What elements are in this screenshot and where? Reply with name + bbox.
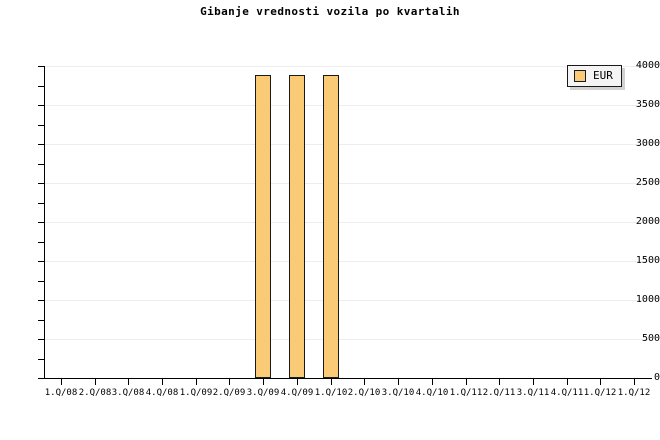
y-axis-tick-label: 3500: [635, 99, 660, 110]
y-axis-tick: [38, 144, 45, 145]
y-axis-tick: [38, 261, 45, 262]
x-axis-tick-label: 3.Q/11: [516, 388, 550, 398]
bar[interactable]: [289, 75, 305, 378]
gridline: [44, 339, 651, 340]
legend-color-swatch: [574, 70, 586, 82]
x-axis-tick: [196, 379, 197, 385]
x-axis-tick-label: 4.Q/08: [145, 388, 179, 398]
bar[interactable]: [323, 75, 339, 378]
x-axis-tick-label: 2.Q/10: [347, 388, 381, 398]
y-axis-tick: [38, 105, 45, 106]
x-axis-tick-label: 1.Q/12: [617, 388, 651, 398]
x-axis-tick-label: 4.Q/11: [550, 388, 584, 398]
y-axis-minor-tick: [38, 280, 45, 282]
y-axis-tick-label: 0: [653, 372, 660, 383]
y-axis-minor-tick: [38, 202, 45, 204]
x-axis-tick-label: 3.Q/09: [246, 388, 280, 398]
y-axis-tick-label: 2500: [635, 177, 660, 188]
x-axis-tick: [533, 379, 534, 385]
x-axis-tick-label: 1.Q/09: [179, 388, 213, 398]
x-axis-tick: [297, 379, 298, 385]
plot-area: [44, 66, 651, 378]
x-axis-tick: [263, 379, 264, 385]
y-axis-minor-tick: [38, 163, 45, 165]
x-axis-tick: [634, 379, 635, 385]
y-axis-tick: [38, 222, 45, 223]
x-axis-tick-label: 2.Q/09: [212, 388, 246, 398]
y-axis-minor-tick: [38, 358, 45, 360]
x-axis-tick-label: 1.Q/08: [44, 388, 78, 398]
x-axis-tick-label: 2.Q/08: [78, 388, 112, 398]
y-axis-tick-label: 1500: [635, 255, 660, 266]
gridline: [44, 300, 651, 301]
y-axis-minor-tick: [38, 85, 45, 87]
x-axis-tick-label: 1.Q/10: [314, 388, 348, 398]
x-axis-tick-label: 2.Q/11: [482, 388, 516, 398]
x-axis-tick: [432, 379, 433, 385]
y-axis-tick-label: 500: [641, 333, 660, 344]
y-axis-tick: [38, 66, 45, 67]
x-axis-tick-label: 1.Q/11: [449, 388, 483, 398]
x-axis-tick-label: 4.Q/09: [280, 388, 314, 398]
legend-item-label: EUR: [593, 69, 613, 82]
gridline: [44, 183, 651, 184]
x-axis-tick-label: 3.Q/08: [111, 388, 145, 398]
y-axis-minor-tick: [38, 241, 45, 243]
x-axis-tick: [162, 379, 163, 385]
y-axis-tick: [38, 339, 45, 340]
gridline: [44, 66, 651, 67]
x-axis-tick: [95, 379, 96, 385]
x-axis-tick: [499, 379, 500, 385]
x-axis-tick: [398, 379, 399, 385]
x-axis-tick: [229, 379, 230, 385]
x-axis-tick-label: 4.Q/10: [415, 388, 449, 398]
y-axis-minor-tick: [38, 124, 45, 126]
x-axis-tick: [600, 379, 601, 385]
gridline: [44, 222, 651, 223]
x-axis-tick-label: 3.Q/10: [381, 388, 415, 398]
x-axis-tick: [466, 379, 467, 385]
x-axis-tick: [61, 379, 62, 385]
x-axis-tick: [128, 379, 129, 385]
gridline: [44, 261, 651, 262]
gridline: [44, 105, 651, 106]
chart-legend[interactable]: EUR: [567, 65, 622, 87]
x-axis-tick-label: 1.Q/12: [583, 388, 617, 398]
bar[interactable]: [255, 75, 271, 378]
y-axis-tick: [38, 183, 45, 184]
y-axis-tick-label: 1000: [635, 294, 660, 305]
x-axis-tick: [364, 379, 365, 385]
chart-title: Gibanje vrednosti vozila po kvartalih: [200, 5, 460, 18]
x-axis-line: [44, 378, 652, 379]
y-axis-tick-label: 4000: [635, 60, 660, 71]
x-axis-tick: [331, 379, 332, 385]
y-axis-tick: [38, 378, 45, 379]
gridline: [44, 144, 651, 145]
y-axis-tick-label: 3000: [635, 138, 660, 149]
y-axis-minor-tick: [38, 319, 45, 321]
x-axis-tick: [567, 379, 568, 385]
y-axis-tick-label: 2000: [635, 216, 660, 227]
y-axis-tick: [38, 300, 45, 301]
